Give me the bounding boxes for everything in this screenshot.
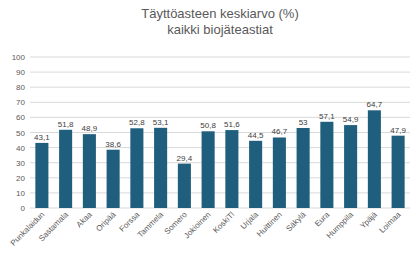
- y-tick-label: 20: [16, 174, 25, 183]
- x-tick-label: Punkalaidun: [9, 210, 47, 248]
- bars: [35, 110, 404, 208]
- data-label: 44,5: [248, 131, 264, 140]
- data-label: 64,7: [367, 100, 383, 109]
- x-tick-label: Akaa: [75, 210, 95, 230]
- bar: [273, 137, 286, 208]
- background: [0, 0, 417, 253]
- y-tick-label: 40: [16, 144, 25, 153]
- y-tick-label: 80: [16, 83, 25, 92]
- bar: [368, 110, 381, 208]
- x-tick-label: Huittinen: [255, 210, 284, 239]
- x-tick-label: Oripää: [94, 210, 118, 234]
- x-tick-label: KoskiTl: [211, 210, 236, 235]
- x-tick-label: Ypäjä: [358, 210, 379, 231]
- y-tick-label: 50: [16, 129, 25, 138]
- y-tick-label: 0: [21, 204, 26, 213]
- y-tick-label: 60: [16, 113, 25, 122]
- x-tick-label: Säkylä: [284, 210, 308, 234]
- data-label: 50,8: [200, 121, 216, 130]
- y-tick-label: 90: [16, 68, 25, 77]
- data-label: 52,8: [129, 118, 145, 127]
- bar: [320, 122, 333, 208]
- data-label: 48,9: [82, 124, 98, 133]
- data-label: 51,6: [224, 120, 240, 129]
- x-tick-label: Loimaa: [378, 210, 403, 235]
- data-label: 53: [299, 118, 308, 127]
- grid-line: [30, 72, 410, 73]
- data-label: 43,1: [34, 133, 50, 142]
- bar: [154, 128, 167, 208]
- x-tick-label: Tammela: [136, 210, 166, 240]
- y-tick-label: 30: [16, 159, 25, 168]
- bar: [130, 128, 143, 208]
- title: Täyttöasteen keskiarvo (%): [141, 6, 299, 21]
- y-tick-label: 70: [16, 98, 25, 107]
- bar: [202, 131, 215, 208]
- bar: [35, 143, 48, 208]
- data-label: 57,1: [319, 112, 335, 121]
- bar: [83, 134, 96, 208]
- data-label: 51,8: [58, 120, 74, 129]
- data-label: 54,9: [343, 115, 359, 124]
- data-label: 53,1: [153, 118, 169, 127]
- x-tick-label: Sastamala: [37, 210, 70, 243]
- x-tick-label: Humppila: [325, 210, 356, 241]
- y-tick-label: 10: [16, 189, 25, 198]
- bar: [107, 150, 120, 208]
- grid-line: [30, 87, 410, 88]
- y-tick-label: 100: [12, 53, 26, 62]
- bar: [178, 164, 191, 208]
- chart: Täyttöasteen keskiarvo (%)kaikki biojäte…: [0, 0, 417, 253]
- grid-line: [30, 57, 410, 58]
- bar: [59, 130, 72, 208]
- bar: [249, 141, 262, 208]
- bar: [344, 125, 357, 208]
- x-tick-label: Eura: [313, 210, 332, 229]
- data-label: 47,9: [390, 126, 406, 135]
- data-label: 38,6: [105, 140, 121, 149]
- x-tick-label: Jokioinen: [182, 210, 212, 240]
- data-label: 46,7: [272, 127, 288, 136]
- bar: [392, 136, 405, 208]
- subtitle: kaikki biojäteastiat: [167, 22, 273, 37]
- grid-line: [30, 102, 410, 103]
- bar: [225, 130, 238, 208]
- bar: [297, 128, 310, 208]
- data-label: 29,4: [177, 154, 193, 163]
- x-tick-label: Urjala: [239, 210, 261, 232]
